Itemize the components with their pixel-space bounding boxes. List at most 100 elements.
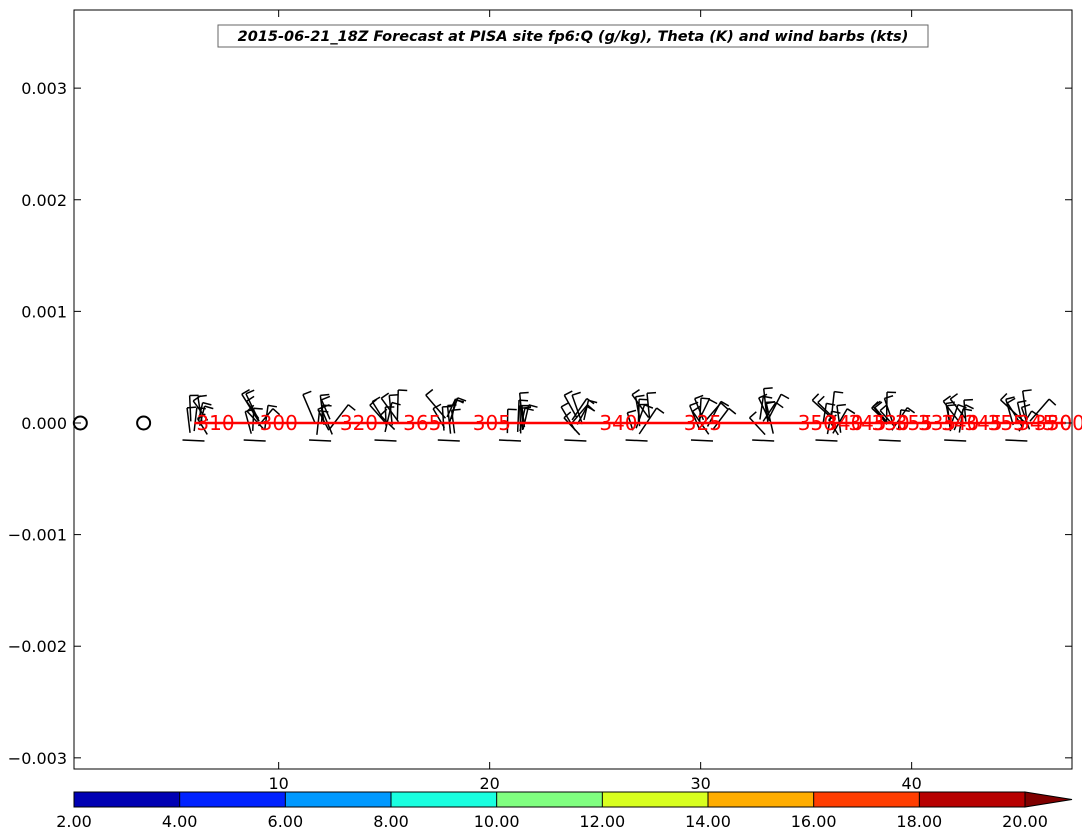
wind-barb-staff [765,403,774,434]
wind-barb-staff [563,394,578,418]
wind-barb-flag [689,401,699,407]
wind-barb-cluster [811,390,856,442]
wind-barb-flag [749,411,757,419]
wind-barb-flag [560,401,570,408]
wind-barb-staff [883,398,895,427]
wind-barb-staff [571,394,584,425]
wind-barb-flag [319,410,329,413]
colorbar-tick-label: 14.00 [685,812,731,831]
plot-frame [73,9,1073,770]
chart-title: 2015-06-21_18Z Forecast at PISA site fp6… [238,29,909,45]
wind-barb-flag [302,390,312,396]
y-axis: 0.003 0.002 0.001 0.000 −0.001 −0.002 −0.003 [8,79,1072,768]
wind-barb-staff [822,403,828,423]
wind-barb-staff [521,405,524,430]
theta-label: 300 [1047,411,1082,435]
wind-barb-flag [826,402,836,406]
wind-barb-staff [1018,410,1033,432]
wind-barb-staff [1020,407,1031,430]
wind-barb-staff [302,394,316,424]
colorbar-segment [285,792,392,807]
wind-barb-flag [656,407,665,414]
wind-barb-flag [204,405,214,410]
wind-barb-staff [188,395,192,422]
wind-barb-flag [398,389,408,392]
wind-barb-staff [944,439,967,442]
theta-label: 355 [988,411,1026,435]
wind-barb-staff [832,408,848,434]
colorbar-tick-label: 2.00 [56,812,92,831]
colorbar: 2.00 4.00 6.00 8.00 10.00 12.00 14.00 16.00 18.0… [56,791,1073,831]
wind-barb-staff [712,407,730,431]
wind-barb-staff [571,398,588,421]
wind-barb-staff [243,439,266,442]
wind-barb-flag [1048,398,1057,406]
colorbar-segment [708,792,815,807]
wind-barb-staff [759,396,765,420]
wind-barb-flag [267,404,278,408]
x-tick-label: 40 [901,774,921,793]
wind-barb-staff [576,406,588,425]
wind-barb-flag [942,395,952,402]
chart-title-box: 2015-06-21_18Z Forecast at PISA site fp6… [217,24,929,48]
wind-barb-staff [516,400,520,432]
wind-barb-staff [765,402,769,423]
wind-barb-staff [371,401,383,418]
wind-barb-staff [498,439,522,442]
y-tick-label: 0.000 [21,414,67,433]
wind-barb-staff [193,407,198,432]
wind-barb-staff [583,400,590,421]
wind-barb-staff [320,399,331,420]
wind-barb-flag [320,393,330,397]
wind-barb-staff [752,439,775,442]
wind-barb-staff [625,439,648,442]
wind-barb-staff [246,410,264,430]
wind-barb-flag [720,400,730,407]
wind-barb-flag [524,407,534,412]
wind-barb-cluster [182,394,214,442]
wind-barb-staff [694,398,705,421]
wind-barb-cluster [871,391,916,442]
wind-barb-flag [817,395,825,404]
colorbar-segment [391,792,498,807]
wind-barb-cluster [942,393,974,442]
wind-barb-staff [638,407,658,435]
wind-barb-staff [689,405,701,431]
wind-barb-staff [369,404,386,423]
wind-barb-flag [765,401,776,404]
wind-barb-staff [637,399,640,422]
wind-barb-staff [196,418,208,435]
wind-barb-staff [690,439,714,442]
theta-label: 340 [941,411,979,435]
wind-barb-flag [639,398,649,401]
wind-barb-flag [811,393,820,401]
wind-barb-flag [965,404,974,410]
wind-barb-flag [241,388,250,395]
theta-label: 325 [684,411,722,435]
wind-barb-flag [1005,396,1015,400]
wind-barb-flag [846,408,856,415]
colorbar-extend-arrow [1024,791,1073,808]
colorbar-segment [179,792,286,807]
wind-barb-staff [320,407,333,435]
wind-barb-staff [762,402,777,422]
wind-barb-staff [953,404,967,431]
wind-barb-flag [947,404,957,407]
theta-label: 365 [403,411,441,435]
wind-barb-staff [1005,399,1014,426]
y-tick-label: −0.003 [8,749,67,768]
wind-barb-flag [521,406,532,409]
wind-barb-flag [872,400,881,408]
q-markers-layer [72,415,152,431]
wind-barb-flag [836,403,846,407]
wind-barb-staff [768,393,782,419]
wind-barb-cluster [241,388,281,442]
wind-barb-flag [563,390,573,396]
theta-label: 340 [599,411,637,435]
wind-barb-flag [646,391,657,395]
wind-barb-flag [347,404,356,411]
y-tick-label: 0.001 [21,302,67,321]
wind-barb-cluster [560,390,598,442]
wind-barb-flag [380,392,390,399]
